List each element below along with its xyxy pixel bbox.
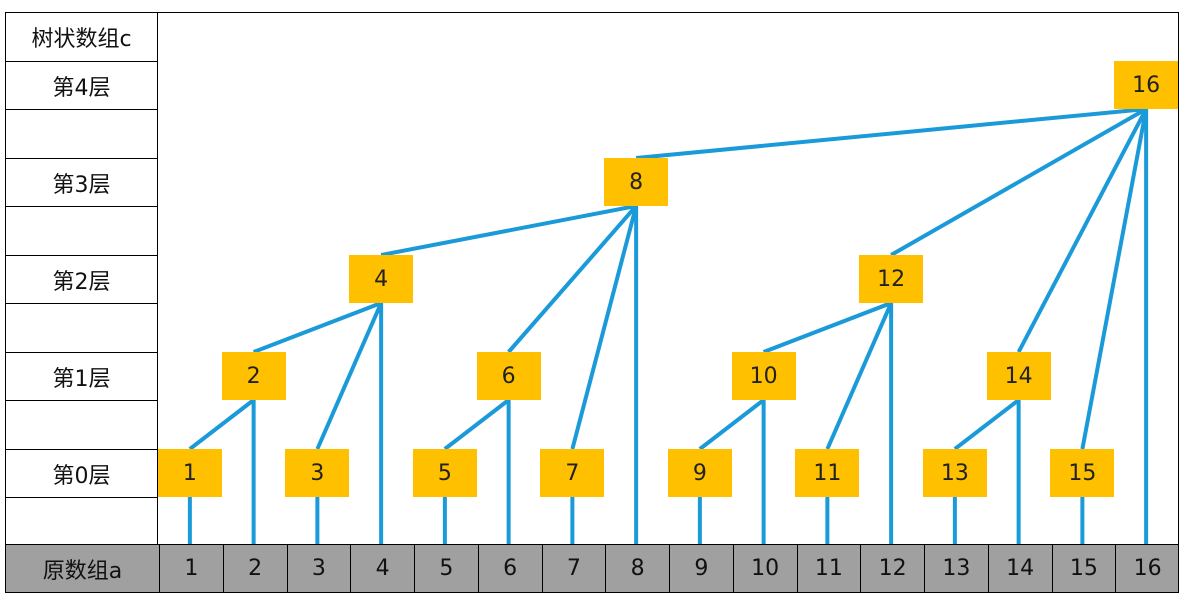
original-array-cell: 5 [414, 545, 478, 592]
tree-edge [380, 204, 637, 257]
tree-edge [698, 398, 765, 451]
tree-edge [825, 302, 893, 450]
original-array-cell: 3 [286, 545, 351, 592]
level-2-label: 第2层 [5, 255, 158, 303]
original-array-cell: 12 [860, 545, 924, 592]
spacer-row [5, 109, 158, 158]
original-array-cell: 14 [987, 545, 1052, 592]
diagram-panel [158, 12, 1179, 544]
tree-node: 9 [667, 449, 732, 497]
tree-edge [1080, 108, 1149, 450]
tree-edge [507, 204, 638, 354]
original-array-row: 原数组a 1 2 3 4 5 6 7 8 9 10 11 12 13 14 15 16 [5, 544, 1179, 593]
tree-edge [252, 301, 382, 354]
level-1-label: 第1层 [5, 352, 158, 400]
tree-node: 12 [859, 255, 924, 303]
tree-node: 5 [412, 449, 477, 497]
tree-node: 3 [285, 449, 350, 497]
original-array-cell: 1 [159, 545, 223, 592]
tree-edge [890, 107, 1148, 257]
original-array-cell: 4 [350, 545, 414, 592]
original-array-cell: 10 [732, 545, 797, 592]
tree-edge [953, 398, 1020, 451]
tree-edge [443, 398, 510, 451]
level-3-label: 第3层 [5, 158, 158, 206]
original-array-cell: 7 [541, 545, 606, 592]
tree-node: 7 [540, 449, 605, 497]
tree-node: 16 [1114, 61, 1179, 109]
tree-node: 6 [476, 352, 541, 400]
original-array-cell: 9 [669, 545, 733, 592]
tree-node: 1 [157, 449, 222, 497]
spacer-row [5, 206, 158, 255]
original-array-cell: 8 [605, 545, 669, 592]
original-array-cell: 2 [222, 545, 287, 592]
original-array-cell: 6 [477, 545, 542, 592]
tree-array-label: 树状数组c [5, 12, 158, 61]
tree-node: 13 [922, 449, 987, 497]
tree-node: 15 [1050, 449, 1115, 497]
original-array-cell: 16 [1115, 545, 1179, 592]
level-4-label: 第4层 [5, 61, 158, 109]
tree-node: 14 [986, 352, 1051, 400]
tree-node: 8 [604, 158, 669, 206]
tree-node: 2 [221, 352, 286, 400]
tree-edge [315, 302, 383, 450]
tree-node: 4 [349, 255, 414, 303]
spacer-row [5, 497, 158, 544]
spacer-row [5, 400, 158, 449]
level-0-label: 第0层 [5, 449, 158, 497]
tree-edge [188, 398, 255, 451]
tree-edge [570, 205, 639, 450]
tree-edge [635, 107, 1147, 160]
original-array-cell: 11 [796, 545, 861, 592]
spacer-row [5, 303, 158, 352]
tree-edge [762, 301, 892, 354]
tree-edge [1016, 108, 1148, 353]
original-array-cell: 13 [924, 545, 988, 592]
original-array-label: 原数组a [42, 558, 123, 584]
original-array-cell: 15 [1051, 545, 1116, 592]
tree-node: 11 [795, 449, 860, 497]
tree-node: 10 [731, 352, 796, 400]
